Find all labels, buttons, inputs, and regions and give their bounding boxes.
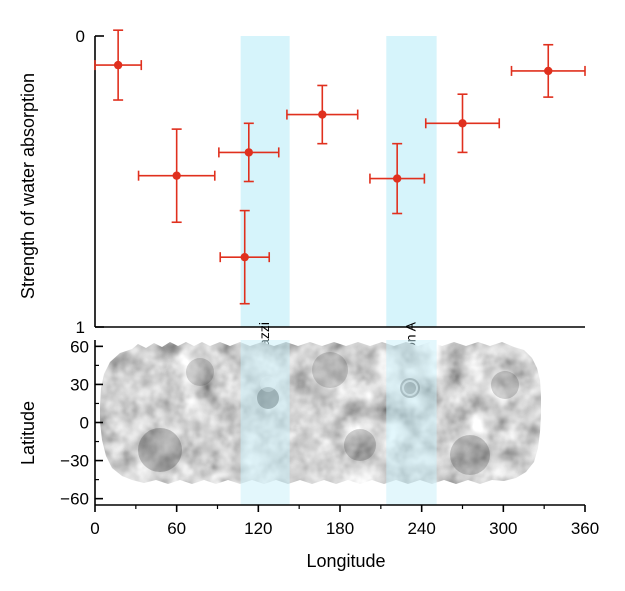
data-marker — [392, 174, 402, 183]
data-point — [424, 93, 501, 154]
map-texture — [100, 342, 541, 484]
data-point — [286, 84, 359, 145]
highlight-band — [240, 340, 290, 505]
x-tick-label: 60 — [167, 519, 186, 538]
data-marker — [113, 60, 123, 70]
x-tick-label: 300 — [489, 519, 517, 538]
data-point — [218, 122, 280, 183]
x-tick-label: 360 — [571, 519, 599, 538]
x-tick-label: 240 — [407, 519, 435, 538]
y-tick-label-lower: 0 — [80, 414, 89, 433]
data-marker — [544, 66, 553, 76]
data-point — [219, 209, 271, 305]
map-dark-feature — [138, 428, 182, 472]
highlight-band — [386, 340, 437, 505]
data-point — [369, 142, 426, 215]
y-tick-label-upper: 1 — [76, 318, 85, 337]
x-tick-label: 0 — [90, 519, 99, 538]
highlight-band — [386, 36, 437, 327]
data-marker — [240, 252, 249, 262]
data-marker — [172, 171, 181, 180]
data-point — [137, 128, 216, 224]
map-dark-feature — [312, 352, 348, 388]
y-tick-label-lower: 30 — [70, 375, 89, 394]
y-tick-label-lower: −60 — [60, 490, 89, 509]
data-point — [510, 43, 586, 98]
data-marker — [318, 110, 327, 119]
y-axis-title-lower: Latitude — [18, 401, 38, 465]
x-tick-label: 180 — [326, 519, 354, 538]
water-absorption-panel: PiazziRegion A01 — [76, 27, 586, 379]
x-tick-label: 120 — [244, 519, 272, 538]
map-dark-feature — [344, 429, 376, 461]
y-tick-label-lower: −30 — [60, 452, 89, 471]
x-axis-title: Longitude — [306, 551, 385, 571]
data-point — [94, 29, 143, 101]
data-marker — [458, 119, 467, 128]
map-dark-feature — [491, 371, 519, 399]
map-dark-feature — [186, 358, 214, 386]
y-axis-title-upper: Strength of water absorption — [18, 73, 38, 299]
y-tick-label-lower: 60 — [70, 337, 89, 356]
map-dark-feature — [450, 435, 490, 475]
y-tick-label-upper: 0 — [76, 27, 85, 46]
data-marker — [244, 148, 254, 157]
labels-layer: Strength of water absorption Latitude Lo… — [18, 73, 386, 571]
